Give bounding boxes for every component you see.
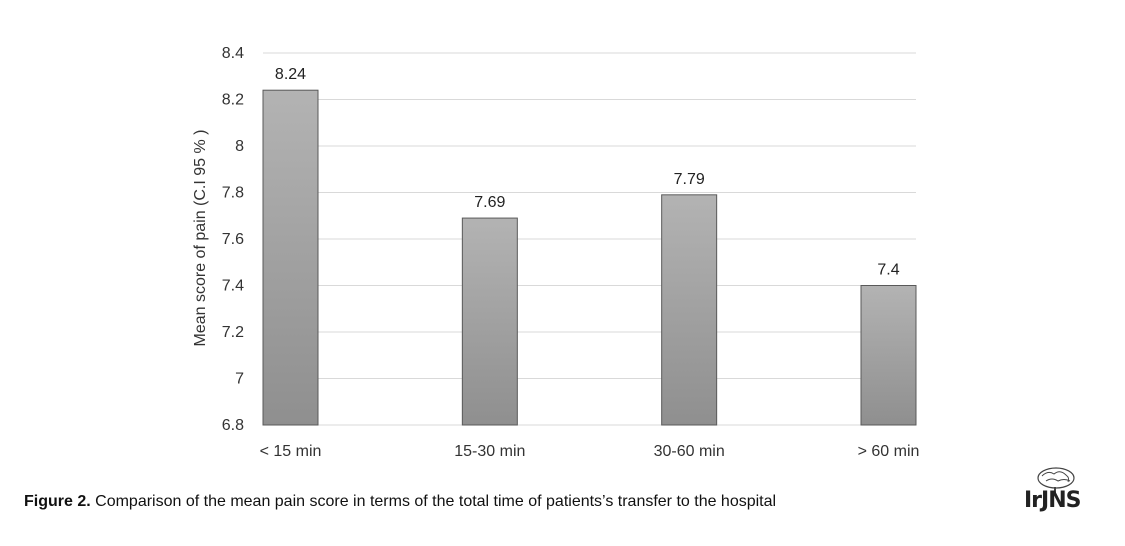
- caption-label: Figure 2.: [24, 493, 91, 510]
- x-tick-label: < 15 min: [260, 443, 322, 460]
- data-labels: 8.24 7.69 7.79 7.4: [275, 66, 900, 278]
- y-axis-title: Mean score of pain (C.I 95 % ): [192, 130, 209, 347]
- data-label: 8.24: [275, 66, 306, 83]
- x-tick-label: 30-60 min: [654, 443, 725, 460]
- y-tick-label: 7.4: [222, 278, 244, 295]
- y-tick-label: 7: [235, 371, 244, 388]
- y-tick-label: 8.2: [222, 92, 244, 109]
- bar: [262, 89, 319, 426]
- figure-caption: Figure 2. Comparison of the mean pain sc…: [24, 493, 776, 511]
- caption-text: Comparison of the mean pain score in ter…: [90, 493, 777, 510]
- data-label: 7.69: [474, 194, 505, 211]
- data-label: 7.4: [877, 262, 899, 279]
- y-tick-label: 7.2: [222, 324, 244, 341]
- bar: [860, 285, 917, 426]
- x-tick-label: 15-30 min: [454, 443, 525, 460]
- logo-text: IrJNS: [1024, 488, 1081, 513]
- bar: [461, 217, 518, 426]
- x-axis-ticks: < 15 min 15-30 min 30-60 min > 60 min: [260, 443, 920, 460]
- brain-icon: [1037, 467, 1075, 495]
- journal-logo: IrJNS: [1022, 466, 1086, 516]
- y-tick-label: 8: [235, 138, 244, 155]
- y-tick-label: 7.6: [222, 231, 244, 248]
- bar: [661, 194, 718, 426]
- gridlines: [263, 52, 916, 426]
- y-axis-ticks: 6.8 7 7.2 7.4 7.6 7.8 8 8.2 8.4: [222, 45, 244, 434]
- data-label: 7.79: [674, 171, 705, 188]
- x-tick-label: > 60 min: [858, 443, 920, 460]
- y-tick-label: 6.8: [222, 417, 244, 434]
- bars: [262, 89, 917, 426]
- y-tick-label: 7.8: [222, 185, 244, 202]
- y-tick-label: 8.4: [222, 45, 244, 62]
